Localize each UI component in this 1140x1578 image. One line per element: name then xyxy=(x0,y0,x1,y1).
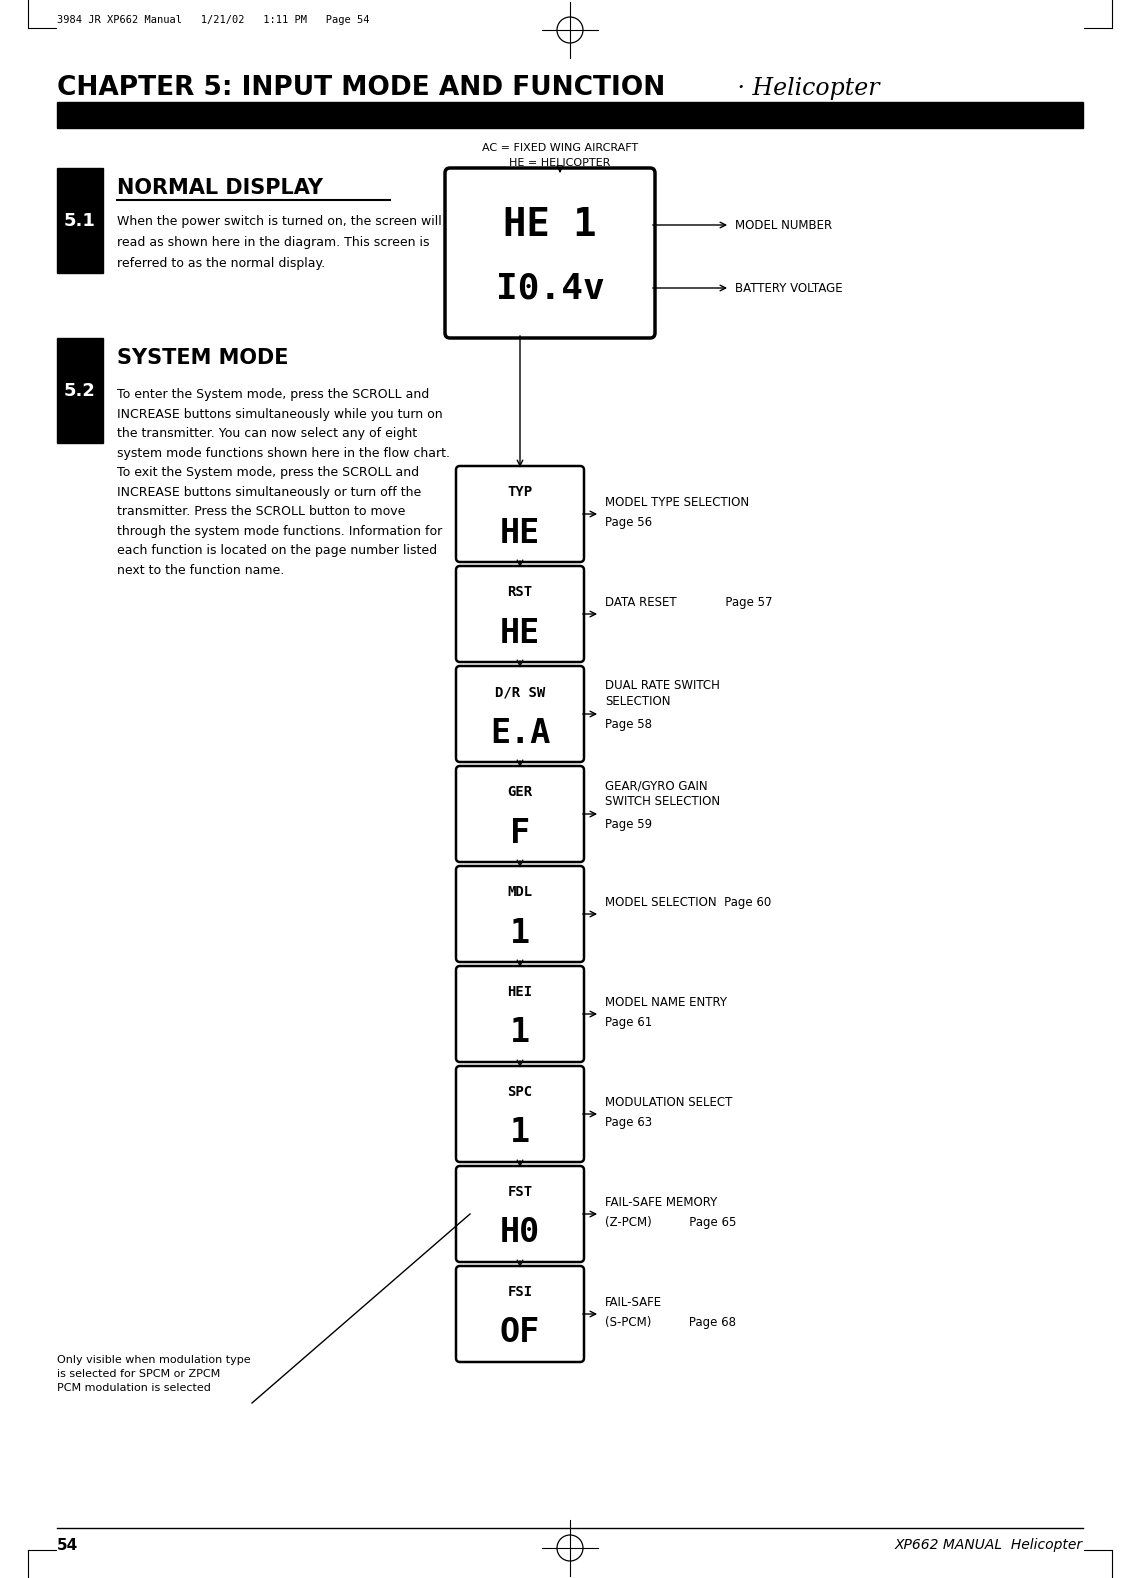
Text: (S-PCM)          Page 68: (S-PCM) Page 68 xyxy=(605,1316,736,1329)
Text: SYSTEM MODE: SYSTEM MODE xyxy=(117,349,288,368)
Text: MODULATION SELECT: MODULATION SELECT xyxy=(605,1097,732,1109)
Text: XP662 MANUAL  Helicopter: XP662 MANUAL Helicopter xyxy=(895,1539,1083,1553)
Text: Page 61: Page 61 xyxy=(605,1016,652,1029)
Text: 1: 1 xyxy=(510,917,530,950)
Text: MODEL TYPE SELECTION: MODEL TYPE SELECTION xyxy=(605,495,749,510)
Text: GEAR/GYRO GAIN
SWITCH SELECTION: GEAR/GYRO GAIN SWITCH SELECTION xyxy=(605,780,720,808)
FancyBboxPatch shape xyxy=(456,466,584,562)
Text: SPC: SPC xyxy=(507,1086,532,1098)
Text: NORMAL DISPLAY: NORMAL DISPLAY xyxy=(117,178,323,197)
FancyBboxPatch shape xyxy=(456,567,584,663)
Text: FSI: FSI xyxy=(507,1284,532,1299)
FancyBboxPatch shape xyxy=(456,966,584,1062)
Bar xyxy=(57,167,103,273)
Text: E.A: E.A xyxy=(490,716,551,750)
Text: Page 59: Page 59 xyxy=(605,817,652,832)
Text: D/R SW: D/R SW xyxy=(495,685,545,699)
Text: I0.4v: I0.4v xyxy=(496,271,604,305)
FancyBboxPatch shape xyxy=(456,866,584,963)
Text: HE = HELICOPTER: HE = HELICOPTER xyxy=(510,158,611,167)
Text: FAIL-SAFE MEMORY: FAIL-SAFE MEMORY xyxy=(605,1196,717,1209)
Bar xyxy=(57,338,103,443)
FancyBboxPatch shape xyxy=(456,765,584,862)
Text: TYP: TYP xyxy=(507,484,532,499)
Text: H0: H0 xyxy=(499,1217,540,1250)
Text: FAIL-SAFE: FAIL-SAFE xyxy=(605,1296,662,1310)
Text: 5.1: 5.1 xyxy=(64,211,96,229)
Text: 1: 1 xyxy=(510,1117,530,1149)
Text: Page 56: Page 56 xyxy=(605,516,652,529)
FancyBboxPatch shape xyxy=(445,167,656,338)
Text: GER: GER xyxy=(507,784,532,798)
Text: · Helicopter: · Helicopter xyxy=(730,76,879,99)
Text: Page 58: Page 58 xyxy=(605,718,652,731)
Text: MDL: MDL xyxy=(507,885,532,899)
Text: Only visible when modulation type
is selected for SPCM or ZPCM
PCM modulation is: Only visible when modulation type is sel… xyxy=(57,1356,251,1393)
Text: (Z-PCM)          Page 65: (Z-PCM) Page 65 xyxy=(605,1217,736,1229)
Text: FST: FST xyxy=(507,1185,532,1199)
Text: 3984 JR XP662 Manual   1/21/02   1:11 PM   Page 54: 3984 JR XP662 Manual 1/21/02 1:11 PM Pag… xyxy=(57,16,369,25)
FancyBboxPatch shape xyxy=(456,666,584,762)
Text: MODEL SELECTION  Page 60: MODEL SELECTION Page 60 xyxy=(605,896,772,909)
Text: CHAPTER 5: INPUT MODE AND FUNCTION: CHAPTER 5: INPUT MODE AND FUNCTION xyxy=(57,76,666,101)
Text: MODEL NAME ENTRY: MODEL NAME ENTRY xyxy=(605,996,727,1008)
Text: MODEL NUMBER: MODEL NUMBER xyxy=(735,218,832,232)
Text: HEI: HEI xyxy=(507,985,532,999)
FancyBboxPatch shape xyxy=(456,1067,584,1161)
Text: HE 1: HE 1 xyxy=(503,207,596,245)
Bar xyxy=(57,103,1083,128)
Text: RST: RST xyxy=(507,585,532,600)
Text: To enter the System mode, press the SCROLL and
INCREASE buttons simultaneously w: To enter the System mode, press the SCRO… xyxy=(117,388,450,576)
Text: 54: 54 xyxy=(57,1537,79,1553)
Text: 5.2: 5.2 xyxy=(64,382,96,399)
Text: HE: HE xyxy=(499,617,540,650)
Text: Page 63: Page 63 xyxy=(605,1116,652,1128)
Text: BATTERY VOLTAGE: BATTERY VOLTAGE xyxy=(735,281,842,295)
Text: DUAL RATE SWITCH
SELECTION: DUAL RATE SWITCH SELECTION xyxy=(605,679,719,709)
FancyBboxPatch shape xyxy=(456,1166,584,1262)
Text: HE: HE xyxy=(499,516,540,549)
FancyBboxPatch shape xyxy=(456,1266,584,1362)
Text: When the power switch is turned on, the screen will
read as shown here in the di: When the power switch is turned on, the … xyxy=(117,215,442,270)
Text: DATA RESET             Page 57: DATA RESET Page 57 xyxy=(605,596,773,609)
Text: 1: 1 xyxy=(510,1016,530,1049)
Text: F: F xyxy=(510,816,530,849)
Text: OF: OF xyxy=(499,1316,540,1349)
Text: AC = FIXED WING AIRCRAFT: AC = FIXED WING AIRCRAFT xyxy=(482,144,638,153)
